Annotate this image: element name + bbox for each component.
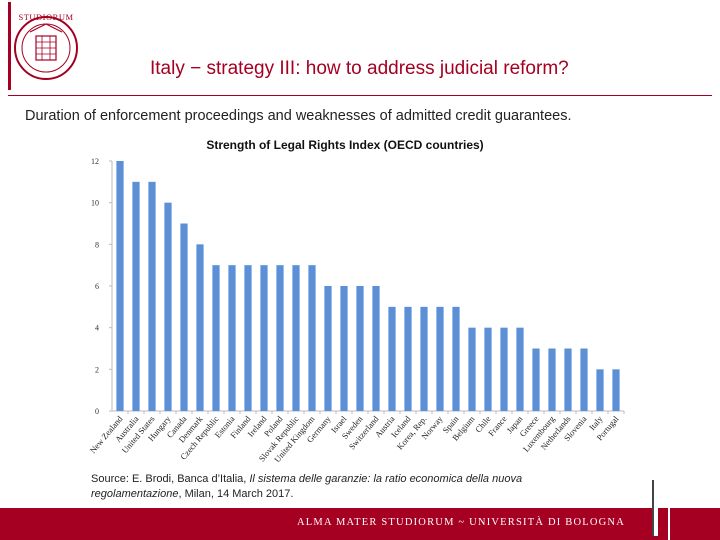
y-tick-label: 8	[95, 240, 99, 249]
source-title: Il sistema delle garanzie: la ratio econ…	[91, 473, 523, 500]
bar	[116, 161, 124, 411]
university-seal-logo: STUDIORUM	[8, 2, 78, 90]
footer-text: ALMA MATER STUDIORUM ~ UNIVERSITÀ DI BOL…	[297, 517, 625, 528]
slide-title: Italy − strategy III: how to address jud…	[150, 58, 569, 79]
bar	[612, 369, 620, 411]
footer-accent-line	[668, 506, 670, 540]
bar	[356, 286, 364, 411]
bar	[564, 348, 572, 411]
bar	[276, 265, 284, 411]
bar	[500, 327, 508, 411]
bar	[484, 327, 492, 411]
bar	[468, 327, 476, 411]
source-suffix: , Milan, 14 March 2017.	[178, 488, 294, 500]
bar	[372, 286, 380, 411]
svg-text:STUDIORUM: STUDIORUM	[18, 12, 73, 22]
bar	[180, 223, 188, 411]
bar	[196, 244, 204, 411]
bar	[388, 306, 396, 411]
bar	[260, 265, 268, 411]
bar	[148, 181, 156, 411]
y-tick-label: 10	[91, 199, 99, 208]
bar	[324, 286, 332, 411]
bar	[580, 348, 588, 411]
y-tick-label: 0	[95, 407, 99, 416]
bar	[404, 306, 412, 411]
bar	[548, 348, 556, 411]
footer-band: ALMA MATER STUDIORUM ~ UNIVERSITÀ DI BOL…	[0, 508, 720, 540]
bar	[292, 265, 300, 411]
bar	[340, 286, 348, 411]
y-tick-label: 2	[95, 365, 99, 374]
bar	[308, 265, 316, 411]
bar	[132, 181, 140, 411]
y-tick-label: 12	[91, 157, 99, 166]
source-prefix: Source: E. Brodi, Banca d’Italia,	[91, 473, 250, 485]
y-tick-label: 6	[95, 282, 99, 291]
bar	[420, 306, 428, 411]
bar	[228, 265, 236, 411]
x-tick-label: France	[486, 414, 509, 438]
slide-subtitle: Duration of enforcement proceedings and …	[25, 108, 572, 124]
bar	[596, 369, 604, 411]
footer-accent-bar	[652, 480, 658, 536]
bar	[436, 306, 444, 411]
bar	[516, 327, 524, 411]
bar	[244, 265, 252, 411]
title-divider	[8, 95, 712, 96]
y-tick-label: 4	[95, 324, 99, 333]
source-note: Source: E. Brodi, Banca d’Italia, Il sis…	[91, 472, 611, 502]
bar	[164, 202, 172, 411]
bar	[532, 348, 540, 411]
bar	[452, 306, 460, 411]
bar	[212, 265, 220, 411]
chart-title: Strength of Legal Rights Index (OECD cou…	[206, 138, 484, 152]
